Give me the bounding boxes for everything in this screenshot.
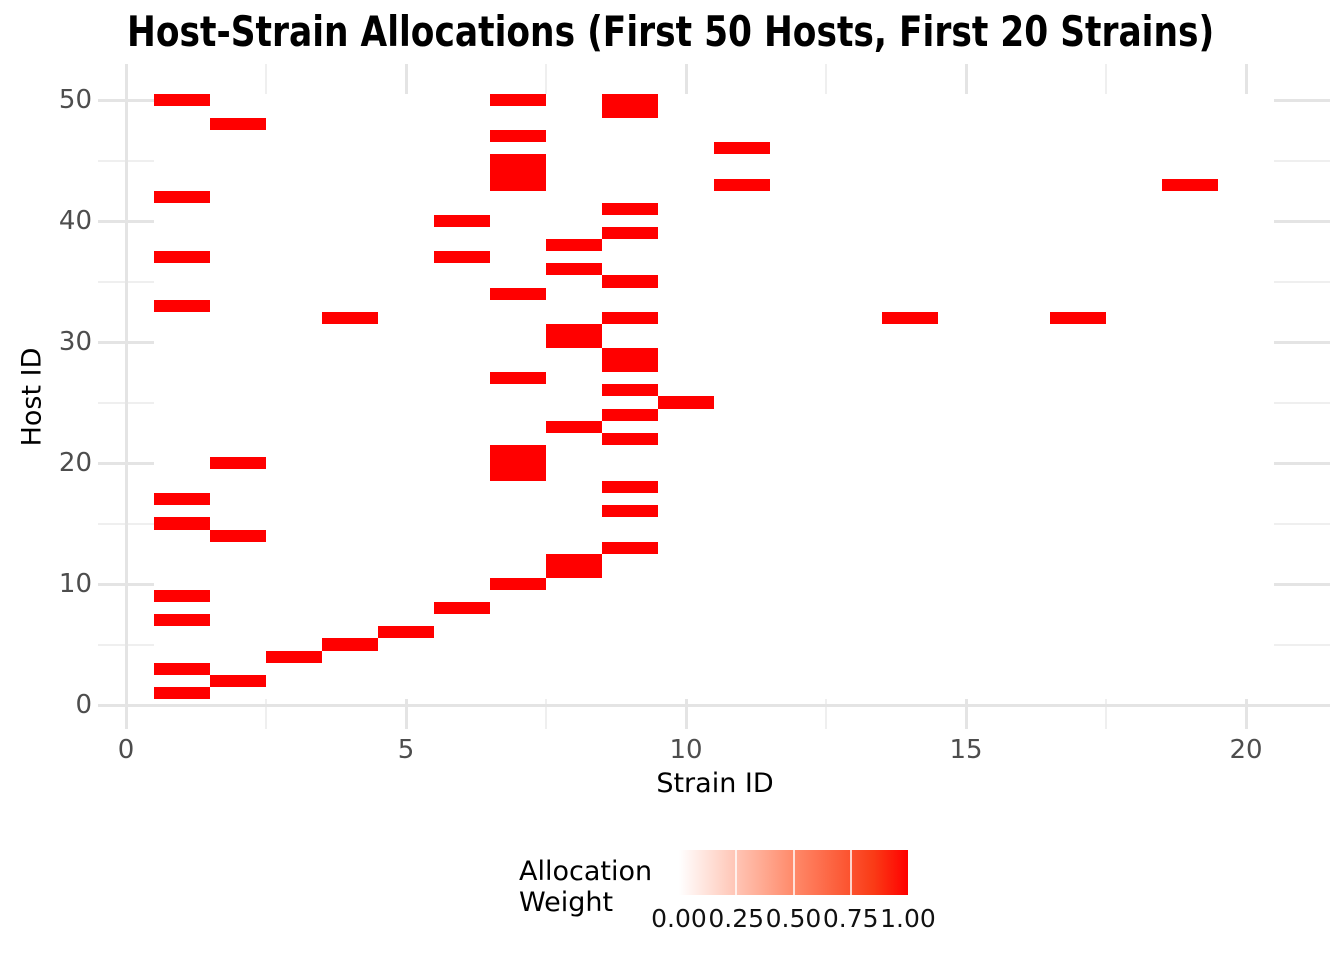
- allocation-tile: [490, 372, 546, 385]
- allocation-tile: [154, 590, 210, 603]
- allocation-tile: [602, 311, 658, 324]
- allocation-tile: [714, 178, 770, 191]
- allocation-tile: [546, 335, 602, 349]
- y-tick-label: 0: [75, 690, 92, 720]
- allocation-tile: [602, 541, 658, 554]
- allocation-tile: [546, 553, 602, 566]
- allocation-tile: [546, 565, 602, 578]
- allocation-tile: [154, 251, 210, 264]
- allocation-tile: [322, 311, 378, 324]
- chart-title: Host-Strain Allocations (First 50 Hosts,…: [127, 7, 1215, 56]
- x-tick-label: 0: [117, 735, 135, 765]
- allocation-tile: [602, 348, 658, 361]
- x-tick-label: 15: [949, 735, 983, 765]
- legend-bar-tick: [849, 850, 852, 895]
- legend-tick-label: 1.00: [880, 904, 936, 933]
- allocation-tile: [210, 674, 266, 687]
- allocation-tile: [602, 481, 658, 494]
- y-tick-label: 50: [58, 85, 92, 115]
- y-axis-label: Host ID: [16, 347, 48, 447]
- legend-title: Allocation Weight: [519, 856, 652, 918]
- allocation-tile: [266, 650, 322, 663]
- allocation-tile: [546, 239, 602, 252]
- plot-panel: [98, 64, 1330, 729]
- y-tick-label: 10: [58, 569, 92, 599]
- allocation-tile: [490, 469, 546, 482]
- allocation-tile: [490, 456, 546, 470]
- allocation-tile: [602, 275, 658, 288]
- allocation-tile: [602, 93, 658, 107]
- allocation-tile: [490, 93, 546, 107]
- allocation-tile: [602, 106, 658, 119]
- y-tick-label: 20: [58, 448, 92, 478]
- legend-tick-label: 0.25: [708, 904, 765, 933]
- allocation-tile: [154, 190, 210, 203]
- allocation-tile: [490, 287, 546, 300]
- allocation-tile: [490, 577, 546, 591]
- allocation-tile: [602, 227, 658, 240]
- x-axis-label: Strain ID: [656, 768, 774, 799]
- allocation-tile: [546, 263, 602, 276]
- allocation-tile: [1050, 311, 1106, 324]
- allocation-tile: [490, 154, 546, 167]
- legend-bar-tick: [735, 850, 738, 895]
- x-tick-label: 5: [397, 735, 415, 765]
- allocation-tile: [546, 323, 602, 336]
- legend-title-line-2: Weight: [519, 887, 614, 918]
- y-tick-label: 30: [58, 327, 92, 357]
- allocation-tile: [154, 493, 210, 506]
- allocation-tile: [714, 142, 770, 155]
- allocation-tile: [602, 384, 658, 397]
- allocation-tile: [154, 614, 210, 627]
- legend-tick-label: 0.75: [822, 904, 879, 933]
- allocation-tile: [154, 93, 210, 107]
- legend-gradient-bar: [679, 850, 908, 895]
- allocation-tile: [546, 420, 602, 433]
- legend-tick-label: 0.50: [765, 904, 822, 933]
- allocation-tile: [490, 178, 546, 191]
- allocation-tile: [602, 505, 658, 518]
- legend-title-line-1: Allocation: [519, 856, 653, 887]
- allocation-tile: [602, 202, 658, 215]
- y-tick-label: 40: [58, 206, 92, 236]
- x-tick-label: 10: [669, 735, 703, 765]
- allocation-tile: [154, 299, 210, 312]
- legend-bar-tick: [792, 850, 795, 895]
- x-tick-label: 20: [1229, 735, 1263, 765]
- allocation-tile: [154, 686, 210, 699]
- allocation-tile: [210, 118, 266, 131]
- allocation-tile: [882, 311, 938, 324]
- allocation-tile: [602, 360, 658, 373]
- allocation-tile: [434, 251, 490, 264]
- allocation-tile: [602, 408, 658, 421]
- gridline-y-major: [98, 703, 1330, 707]
- allocation-tile: [490, 444, 546, 457]
- legend-tick-label: 0.00: [651, 904, 707, 933]
- allocation-tile: [1162, 178, 1218, 191]
- allocation-tile: [210, 456, 266, 470]
- allocation-tile: [322, 638, 378, 651]
- tile-grid-backdrop: [154, 93, 1274, 699]
- allocation-tile: [490, 166, 546, 179]
- allocation-tile: [154, 662, 210, 675]
- allocation-tile: [658, 396, 714, 409]
- allocation-tile: [434, 214, 490, 228]
- allocation-tile: [434, 602, 490, 615]
- allocation-tile: [210, 529, 266, 542]
- allocation-tile: [490, 130, 546, 143]
- allocation-tile: [154, 517, 210, 530]
- gridline-x-major: [124, 64, 128, 729]
- allocation-tile: [378, 626, 434, 639]
- allocation-tile: [602, 432, 658, 445]
